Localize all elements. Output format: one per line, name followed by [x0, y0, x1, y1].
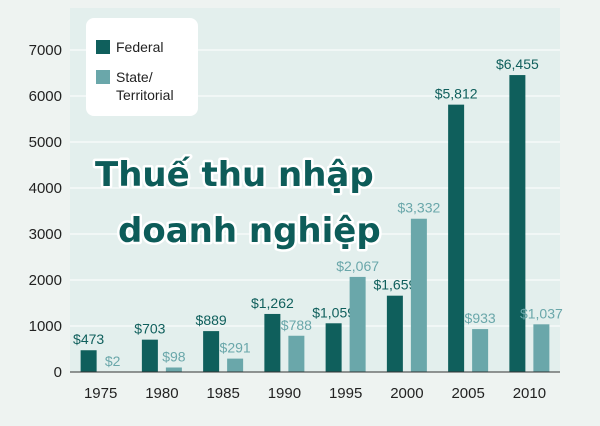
y-tick-4000: 4000 — [29, 180, 62, 197]
y-tick-2000: 2000 — [29, 272, 62, 289]
legend-label-state-line2: Territorial — [116, 87, 174, 103]
data-label-state-1995: $2,067 — [336, 258, 379, 274]
x-tick-1995: 1995 — [329, 385, 362, 402]
data-label-federal-2005: $5,812 — [435, 86, 478, 102]
overlay-title-line2: doanh nghiệp — [118, 211, 381, 251]
bar-state-2000 — [410, 218, 427, 372]
data-label-state-2000: $3,332 — [397, 200, 440, 216]
bar-federal-2000 — [386, 295, 403, 372]
y-tick-3000: 3000 — [29, 226, 62, 243]
y-tick-5000: 5000 — [29, 134, 62, 151]
legend-label-federal: Federal — [116, 39, 163, 55]
data-label-state-2010: $1,037 — [520, 305, 563, 321]
legend-label-state-line1: State/ — [116, 69, 153, 85]
legend: Federal State/ Territorial — [86, 18, 198, 116]
bar-federal-2005 — [448, 104, 465, 372]
data-label-state-1975: $2 — [105, 353, 121, 369]
x-tick-2000: 2000 — [390, 385, 423, 402]
overlay-title-line1: Thuế thu nhập — [95, 155, 374, 195]
legend-swatch-federal — [96, 40, 110, 54]
bar-state-1995 — [349, 276, 366, 372]
legend-swatch-state — [96, 70, 110, 84]
data-label-federal-1995: $1,059 — [312, 304, 355, 320]
x-axis-ticks: 1975 1980 1985 1990 1995 2000 2005 2010 — [84, 385, 546, 402]
x-tick-2005: 2005 — [451, 385, 484, 402]
bar-state-1985 — [227, 358, 244, 372]
data-label-federal-1985: $889 — [196, 312, 227, 328]
bar-federal-1980 — [141, 339, 158, 372]
data-label-federal-1975: $473 — [73, 331, 104, 347]
bar-federal-2010 — [509, 75, 526, 372]
bar-federal-1975 — [80, 350, 97, 372]
data-label-state-1985: $291 — [220, 340, 251, 356]
legend-box — [86, 18, 198, 116]
data-label-state-1980: $98 — [162, 348, 186, 364]
bar-federal-1995 — [325, 323, 342, 372]
data-label-federal-1990: $1,262 — [251, 295, 294, 311]
data-label-state-2005: $933 — [465, 310, 496, 326]
bar-state-1990 — [288, 335, 305, 372]
data-label-federal-2000: $1,659 — [373, 277, 416, 293]
x-tick-1975: 1975 — [84, 385, 117, 402]
y-tick-0: 0 — [54, 364, 62, 381]
bar-federal-1990 — [264, 313, 281, 372]
y-axis-ticks: 0 1000 2000 3000 4000 5000 6000 7000 — [29, 42, 62, 381]
bar-federal-1985 — [203, 331, 220, 372]
bar-state-2010 — [533, 324, 550, 372]
x-tick-1985: 1985 — [206, 385, 239, 402]
x-tick-1990: 1990 — [268, 385, 301, 402]
y-tick-1000: 1000 — [29, 318, 62, 335]
y-tick-6000: 6000 — [29, 88, 62, 105]
data-label-federal-2010: $6,455 — [496, 56, 539, 72]
bar-state-1980 — [165, 367, 182, 372]
y-tick-7000: 7000 — [29, 42, 62, 59]
data-label-federal-1980: $703 — [134, 321, 165, 337]
data-label-state-1990: $788 — [281, 317, 312, 333]
bar-state-2005 — [472, 329, 489, 372]
x-tick-1980: 1980 — [145, 385, 178, 402]
bars: $473$2 $703 $98 $889 $291 $1,262 $788$1,059 $2,… — [73, 56, 563, 372]
x-tick-2010: 2010 — [513, 385, 546, 402]
